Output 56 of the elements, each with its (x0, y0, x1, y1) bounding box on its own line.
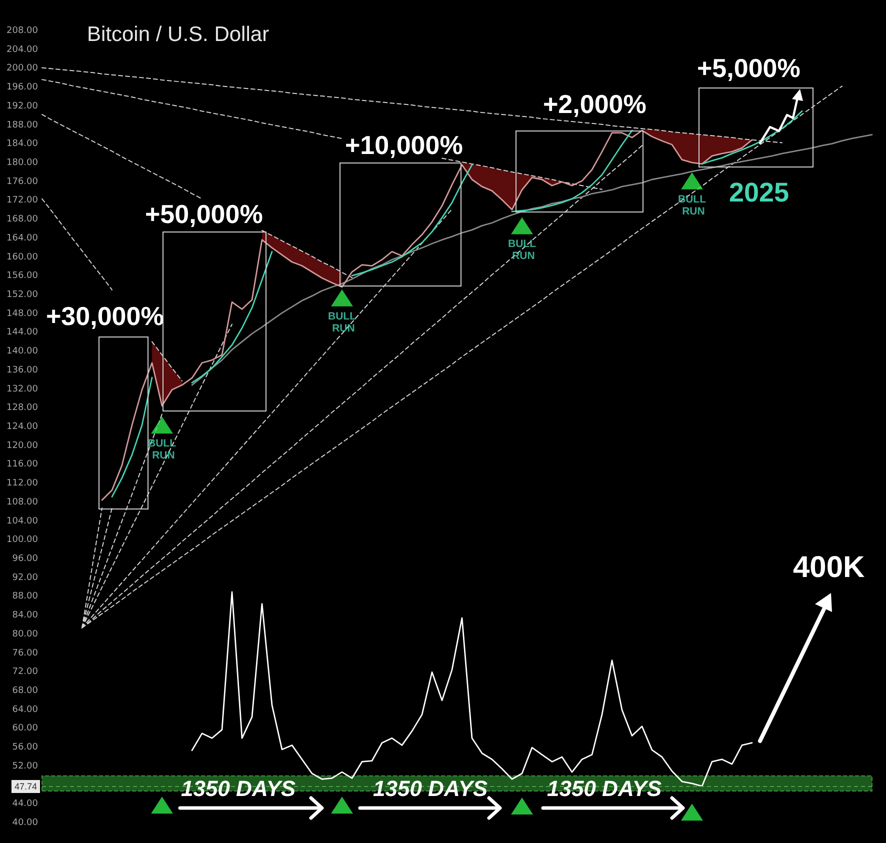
y-tick-label: 128.00 (6, 403, 38, 414)
y-tick-label: 152.00 (6, 290, 38, 300)
y-tick-label: 168.00 (6, 214, 38, 225)
y-tick-label: 140.00 (6, 346, 38, 357)
text: BULL RUN (678, 193, 706, 218)
y-tick-label: 188.00 (6, 120, 38, 130)
y-tick-label: 196.00 (6, 82, 38, 93)
annotation: 1350 DAYS (547, 776, 662, 801)
annotation: +2,000% (543, 89, 646, 119)
annotation: 2025 (729, 178, 790, 208)
y-tick-label: 92.00 (12, 572, 38, 583)
y-tick-label: 112.00 (6, 478, 38, 489)
y-tick-label: 72.00 (12, 667, 38, 678)
y-tick-label: 148.00 (6, 308, 38, 319)
y-tick-label: 108.00 (6, 497, 38, 508)
y-tick-label: 116.00 (6, 460, 38, 470)
text: BULL RUN (328, 310, 356, 334)
y-tick-label: 88.00 (12, 592, 38, 602)
y-tick-label: 180.00 (6, 158, 38, 168)
y-tick-label: 52.00 (12, 761, 38, 772)
y-tick-label: 124.00 (6, 422, 38, 432)
y-tick-label: 192.00 (6, 101, 38, 112)
y-tick-label: 184.00 (6, 139, 38, 150)
y-tick-label: 136.00 (6, 365, 38, 376)
y-tick-label: 68.00 (12, 686, 38, 696)
annotation: 1350 DAYS (181, 776, 296, 801)
y-tick-label: 208.00 (6, 26, 38, 36)
y-tick-label: 96.00 (12, 554, 38, 564)
y-tick-label: 176.00 (6, 176, 38, 187)
y-tick-label: 44.00 (12, 799, 38, 810)
y-tick-label: 172.00 (6, 196, 38, 206)
y-tick-label: 60.00 (12, 724, 38, 734)
y-tick-label: 104.00 (6, 516, 38, 526)
y-tick-label: 144.00 (6, 328, 38, 338)
y-tick-label: 84.00 (12, 610, 38, 621)
annotation: +10,000% (345, 130, 463, 160)
y-tick-label: 204.00 (6, 44, 38, 55)
y-tick-label: 200.00 (6, 64, 38, 74)
annotation: +50,000% (145, 199, 263, 229)
annotation: 1350 DAYS (373, 776, 488, 801)
y-tick-label: 132.00 (6, 384, 38, 394)
annotation: +5,000% (697, 53, 800, 83)
y-tick-label: 164.00 (6, 233, 38, 244)
chart-title: Bitcoin / U.S. Dollar (87, 23, 270, 46)
y-tick-label: 156.00 (6, 271, 38, 282)
ref-line-label: 47.74 (14, 782, 37, 792)
y-tick-label: 40.00 (12, 818, 38, 828)
y-tick-label: 64.00 (12, 704, 38, 715)
y-tick-label: 100.00 (6, 535, 38, 546)
y-tick-label: 120.00 (6, 440, 38, 451)
annotation: 400K (793, 551, 865, 584)
y-tick-label: 56.00 (12, 742, 38, 753)
y-tick-label: 160.00 (6, 252, 38, 262)
text: BULL RUN (508, 238, 536, 262)
y-tick-label: 80.00 (12, 629, 38, 640)
y-tick-label: 76.00 (12, 648, 38, 658)
